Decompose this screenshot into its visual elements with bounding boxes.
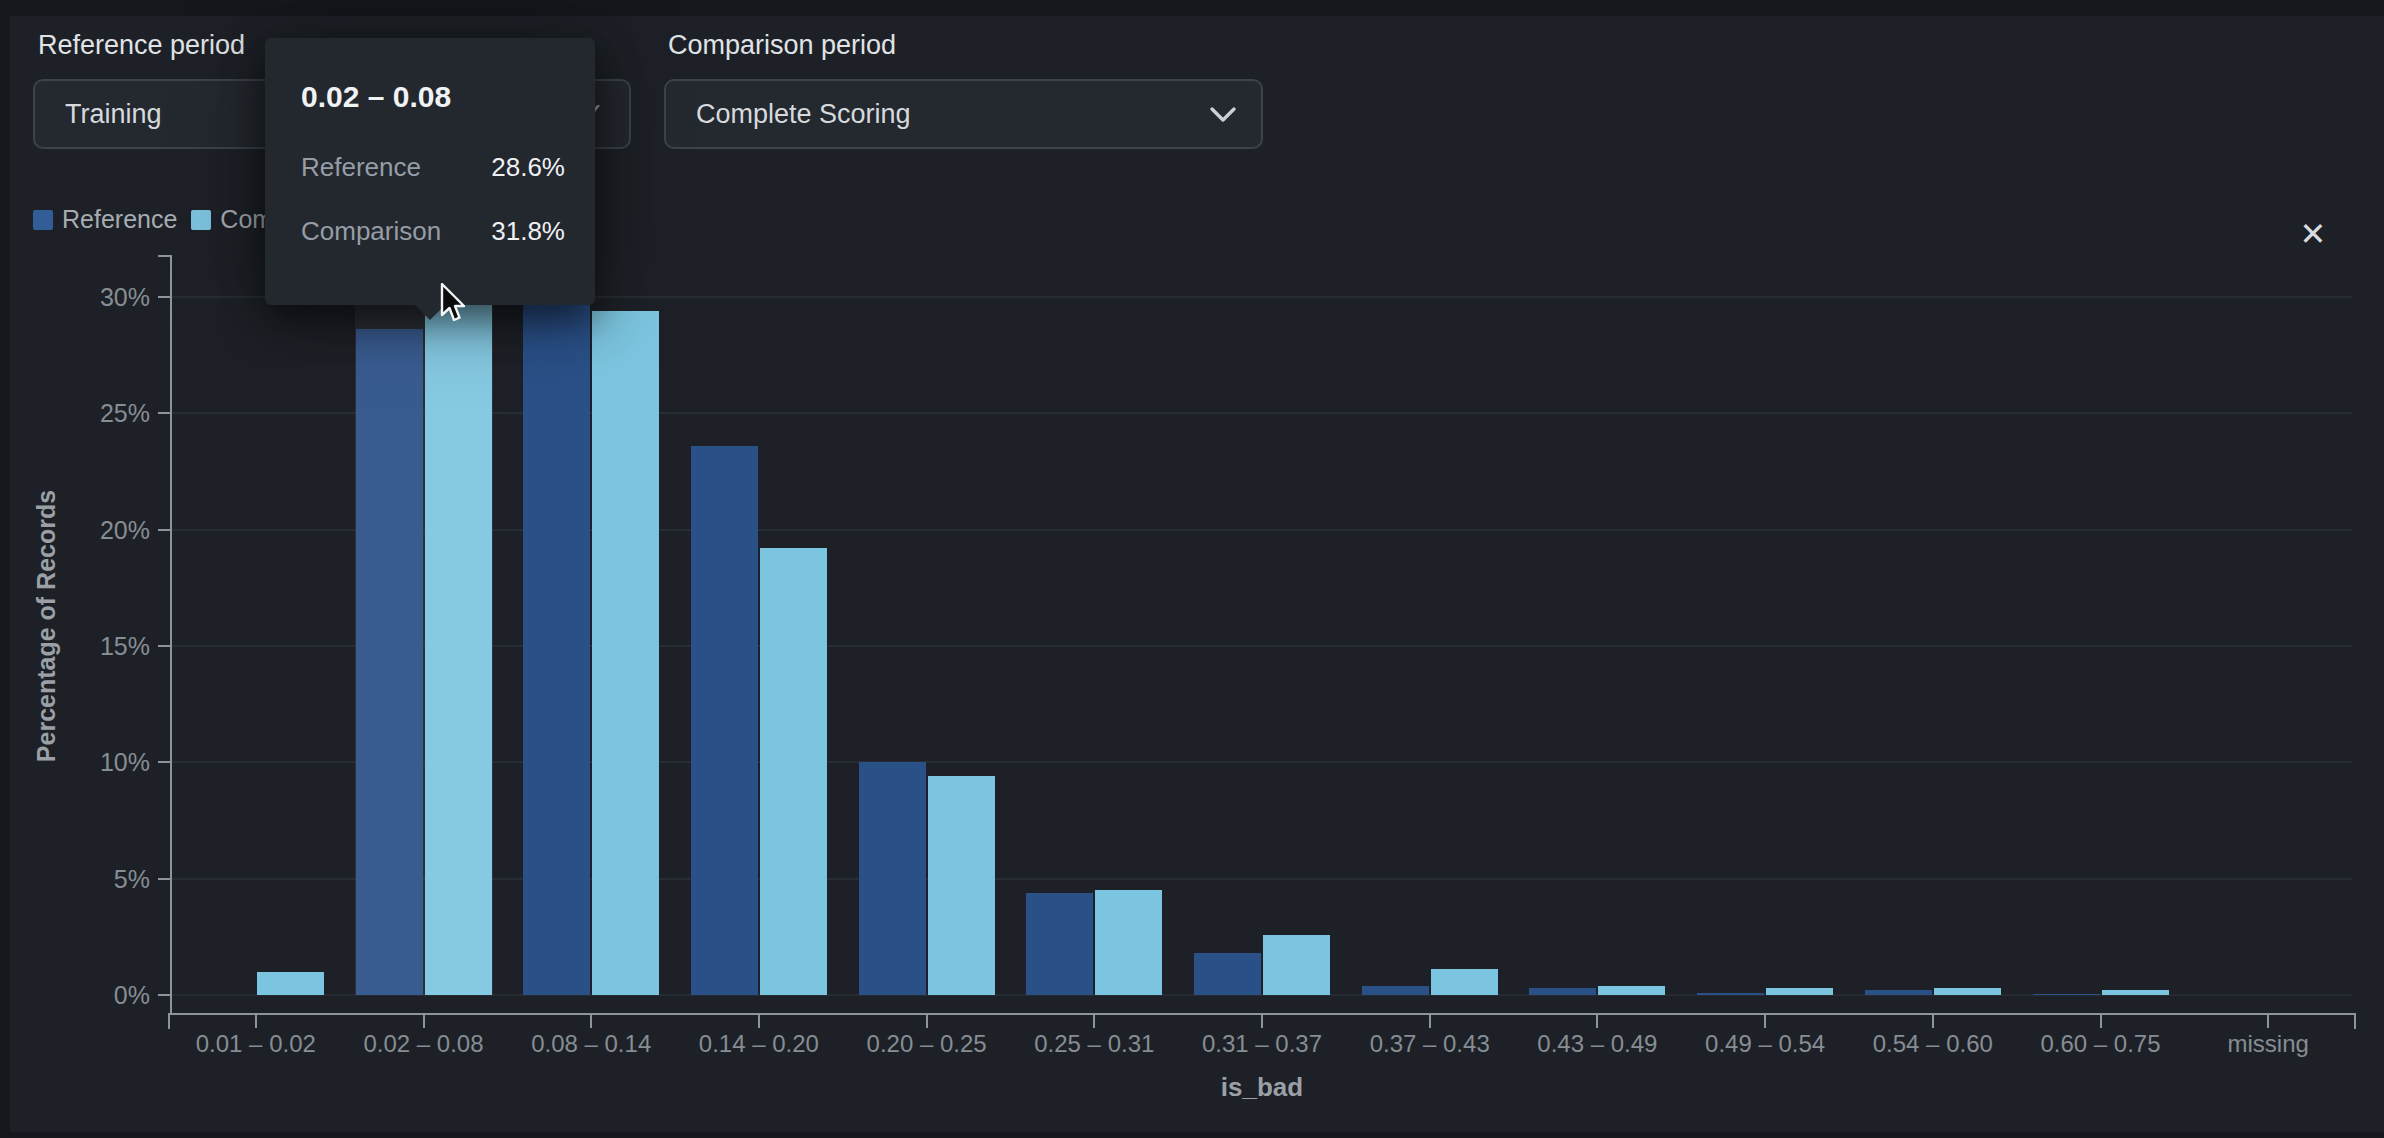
x-tick-label: 0.20 – 0.25	[842, 1030, 1012, 1058]
reference-swatch	[33, 210, 53, 230]
bar-comparison[interactable]	[1095, 890, 1162, 995]
y-tick-label: 30%	[56, 282, 150, 312]
x-tick-label: 0.02 – 0.08	[339, 1030, 509, 1058]
bar-comparison[interactable]	[928, 776, 995, 995]
x-tick-label: 0.01 – 0.02	[171, 1030, 341, 1058]
bar-reference[interactable]	[1194, 953, 1261, 995]
x-axis-cap-left	[168, 1013, 170, 1029]
tooltip-reference-value: 28.6%	[491, 152, 565, 183]
x-tick	[1429, 1015, 1431, 1028]
bar-comparison[interactable]	[1766, 988, 1833, 995]
bar-comparison[interactable]	[1934, 988, 2001, 995]
x-tick-label: 0.08 – 0.14	[506, 1030, 676, 1058]
x-tick	[590, 1015, 592, 1028]
tooltip-comparison-value: 31.8%	[491, 216, 565, 247]
y-tick-label: 5%	[56, 864, 150, 894]
x-axis-title: is_bad	[1221, 1072, 1303, 1103]
x-tick	[1764, 1015, 1766, 1028]
y-axis-title: Percentage of Records	[32, 490, 61, 762]
grid-line	[172, 529, 2352, 531]
close-icon[interactable]: ✕	[2291, 212, 2335, 256]
bar-comparison[interactable]	[257, 972, 324, 995]
x-tick	[1261, 1015, 1263, 1028]
chart-tooltip: 0.02 – 0.08 Reference 28.6% Comparison 3…	[265, 38, 595, 305]
x-tick-label: 0.60 – 0.75	[2016, 1030, 2186, 1058]
y-tick-label: 20%	[56, 515, 150, 545]
tooltip-title: 0.02 – 0.08	[301, 80, 565, 114]
grid-line	[172, 761, 2352, 763]
x-tick	[423, 1015, 425, 1028]
hover-band	[355, 255, 493, 995]
bar-reference[interactable]	[1865, 990, 1932, 995]
y-tick-label: 15%	[56, 631, 150, 661]
bar-reference[interactable]	[1529, 988, 1596, 995]
x-tick	[1093, 1015, 1095, 1028]
bar-comparison[interactable]	[592, 311, 659, 995]
x-tick	[1596, 1015, 1598, 1028]
grid-line	[172, 878, 2352, 880]
x-tick	[2267, 1015, 2269, 1028]
x-tick-label: 0.43 – 0.49	[1512, 1030, 1682, 1058]
bar-reference[interactable]	[1026, 893, 1093, 995]
y-tick-label: 10%	[56, 747, 150, 777]
x-tick-label: missing	[2183, 1030, 2353, 1058]
bar-reference[interactable]	[859, 762, 926, 995]
y-axis-line	[170, 255, 172, 1015]
grid-line	[172, 412, 2352, 414]
y-tick-label: 0%	[56, 980, 150, 1010]
x-tick	[2100, 1015, 2102, 1028]
y-tick-label: 25%	[56, 398, 150, 428]
x-tick	[926, 1015, 928, 1028]
x-tick-label: 0.14 – 0.20	[674, 1030, 844, 1058]
x-tick-label: 0.25 – 0.31	[1009, 1030, 1179, 1058]
bar-comparison[interactable]	[1598, 986, 1665, 995]
tooltip-reference-label: Reference	[301, 152, 421, 183]
tooltip-row-comparison: Comparison 31.8%	[301, 216, 565, 247]
bar-reference[interactable]	[1697, 993, 1764, 995]
bar-reference[interactable]	[523, 287, 590, 995]
bar-comparison[interactable]	[1263, 935, 1330, 996]
grid-line	[172, 645, 2352, 647]
x-tick-label: 0.37 – 0.43	[1345, 1030, 1515, 1058]
tooltip-row-reference: Reference 28.6%	[301, 152, 565, 183]
x-tick	[758, 1015, 760, 1028]
drift-panel: Reference period Comparison period Train…	[0, 0, 2384, 1138]
legend-label-reference: Reference	[62, 205, 177, 234]
bar-comparison[interactable]	[1431, 969, 1498, 995]
legend-item-reference[interactable]: Reference	[33, 205, 177, 234]
bar-comparison[interactable]	[2102, 990, 2169, 995]
tooltip-comparison-label: Comparison	[301, 216, 441, 247]
x-axis-cap-right	[2354, 1013, 2356, 1029]
grid-line	[172, 994, 2352, 996]
bar-reference[interactable]	[2033, 994, 2100, 996]
mouse-cursor-icon	[440, 283, 470, 329]
comparison-swatch	[191, 210, 211, 230]
bar-comparison[interactable]	[760, 548, 827, 995]
x-tick-label: 0.54 – 0.60	[1848, 1030, 2018, 1058]
x-tick	[1932, 1015, 1934, 1028]
x-tick-label: 0.31 – 0.37	[1177, 1030, 1347, 1058]
x-tick	[255, 1015, 257, 1028]
bar-reference[interactable]	[1362, 986, 1429, 995]
bar-reference[interactable]	[691, 446, 758, 995]
x-tick-label: 0.49 – 0.54	[1680, 1030, 1850, 1058]
